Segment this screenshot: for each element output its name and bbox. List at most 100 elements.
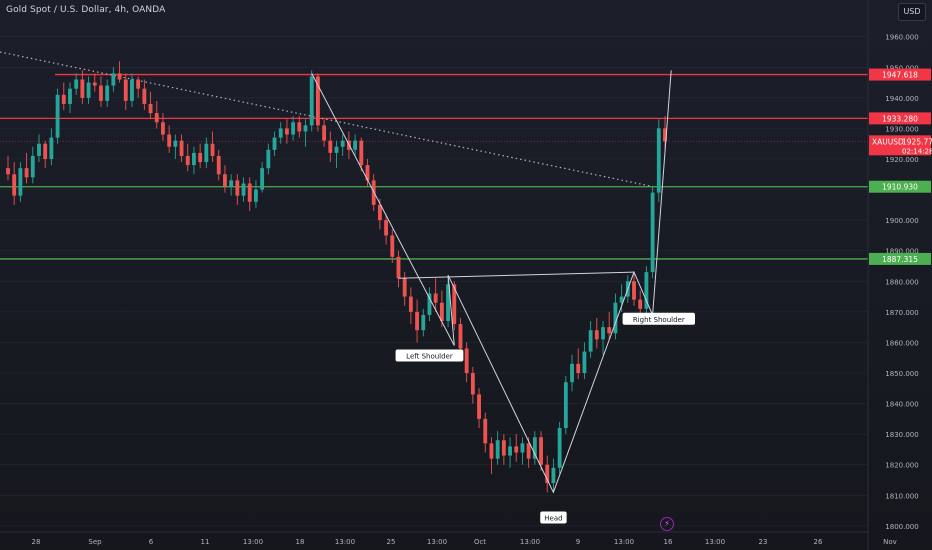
trendlines xyxy=(0,51,653,188)
candle-body xyxy=(254,189,258,202)
candle-body xyxy=(328,140,333,153)
candle-body xyxy=(365,165,370,181)
candle-body xyxy=(334,146,339,153)
x-tick-label: 9 xyxy=(576,538,580,546)
candle-body xyxy=(588,330,593,352)
y-tick-label: 1890.000 xyxy=(885,248,918,256)
candle-body xyxy=(198,152,203,163)
horizontal-levels xyxy=(0,73,868,260)
candle-body xyxy=(421,314,426,331)
candle-body xyxy=(470,373,475,395)
candle-body xyxy=(563,382,568,429)
candle-body xyxy=(18,168,23,196)
candle-body xyxy=(86,82,91,98)
candle-body xyxy=(291,122,296,135)
candle-body xyxy=(650,192,655,273)
current-price-symbol: XAUUSD xyxy=(872,137,904,146)
candle-body xyxy=(539,437,543,465)
x-tick-label: 6 xyxy=(149,538,154,546)
x-tick-label: 11 xyxy=(201,538,210,546)
candle-body xyxy=(458,324,463,349)
x-tick-label: 23 xyxy=(759,538,768,546)
candle-body xyxy=(179,140,184,156)
y-tick-label: 1940.000 xyxy=(885,95,918,103)
candle-body xyxy=(433,293,438,303)
candle-body xyxy=(210,143,215,156)
neckline[interactable] xyxy=(398,271,635,279)
annotation-box[interactable] xyxy=(540,511,567,524)
candle-body xyxy=(167,134,172,147)
candle-body xyxy=(68,88,72,104)
grid xyxy=(0,36,868,527)
candle-body xyxy=(284,128,289,135)
annotation-box[interactable] xyxy=(395,349,464,362)
candle-body xyxy=(297,122,302,132)
candle-body xyxy=(446,284,450,322)
candle-body xyxy=(105,85,110,101)
candles xyxy=(6,61,667,493)
candle-body xyxy=(309,76,314,126)
x-tick-label: Nov xyxy=(883,538,897,546)
candle-body xyxy=(607,327,612,334)
candle-body xyxy=(582,351,587,374)
candle-body xyxy=(136,79,141,89)
currency-button[interactable]: USD xyxy=(898,3,926,21)
candle-body xyxy=(241,183,246,196)
candle-body xyxy=(223,174,227,187)
x-tick-label: 13:00 xyxy=(427,538,447,546)
candle-body xyxy=(439,302,444,322)
candle-body xyxy=(396,256,401,279)
level-price-label: 1887.315 xyxy=(882,255,918,264)
candle-body xyxy=(148,103,153,114)
candle-body xyxy=(632,281,636,300)
candle-body xyxy=(80,79,85,98)
candle-body xyxy=(508,446,512,456)
candle-body xyxy=(594,330,599,340)
candle-body xyxy=(322,125,327,141)
annotation-label: Right Shoulder xyxy=(633,316,685,324)
candle-body xyxy=(185,155,190,166)
candle-body xyxy=(173,140,178,147)
annotation-box[interactable] xyxy=(622,312,696,325)
level-price-tag xyxy=(869,112,931,125)
candle-body xyxy=(545,464,550,484)
candle-body xyxy=(644,272,649,309)
y-tick-label: 1900.000 xyxy=(885,217,918,225)
candle-body xyxy=(390,235,395,257)
x-tick-label: 13:00 xyxy=(243,538,263,546)
x-tick-label: Sep xyxy=(88,538,102,546)
level-price-label: 1933.280 xyxy=(882,114,918,123)
x-tick-label: Oct xyxy=(474,538,486,546)
current-price-value: 1925.775 xyxy=(902,137,932,146)
candle-body xyxy=(142,88,147,104)
candle-body xyxy=(61,94,66,104)
candle-body xyxy=(526,443,531,459)
candle-body xyxy=(229,180,234,187)
candle-body xyxy=(315,76,320,126)
y-tick-label: 1920.000 xyxy=(885,156,918,164)
candle-body xyxy=(477,394,481,419)
lightning-icon[interactable]: ⚡ xyxy=(660,517,674,531)
candle-body xyxy=(247,183,252,202)
candle-body xyxy=(551,467,556,484)
candle-body xyxy=(514,446,519,453)
candle-body xyxy=(601,327,605,340)
y-tick-label: 1950.000 xyxy=(885,64,918,72)
candle-body xyxy=(260,168,265,190)
x-tick-label: 25 xyxy=(387,538,396,546)
candle-body xyxy=(532,437,537,459)
candle-body xyxy=(613,302,618,334)
candle-body xyxy=(49,137,54,159)
candle-body xyxy=(557,428,562,468)
x-tick-label: 26 xyxy=(814,538,823,546)
x-tick-label: 16 xyxy=(664,538,673,546)
descending-trendline[interactable] xyxy=(0,51,653,188)
level-price-label: 1947.618 xyxy=(882,71,918,80)
x-tick-label: 18 xyxy=(296,538,305,546)
pattern-annotations: Left Shoulder Head Right Shoulder xyxy=(395,312,696,524)
candle-body xyxy=(74,79,79,89)
candle-body xyxy=(154,113,159,123)
level-price-label: 1910.930 xyxy=(882,183,918,192)
